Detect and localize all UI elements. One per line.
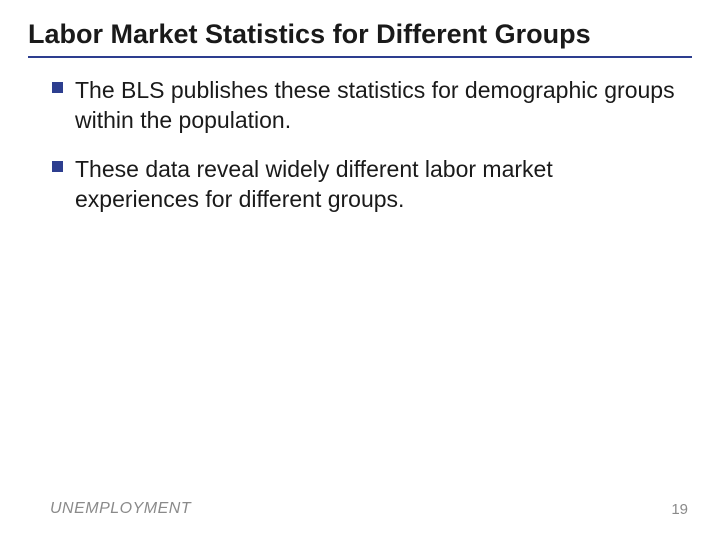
square-bullet-icon bbox=[52, 161, 63, 172]
bullet-item: These data reveal widely different labor… bbox=[52, 155, 692, 214]
bullet-item: The BLS publishes these statistics for d… bbox=[52, 76, 692, 135]
footer-topic: UNEMPLOYMENT bbox=[50, 500, 191, 518]
bullet-list: The BLS publishes these statistics for d… bbox=[28, 76, 692, 214]
title-underline bbox=[28, 56, 692, 58]
slide-container: Labor Market Statistics for Different Gr… bbox=[0, 0, 720, 540]
square-bullet-icon bbox=[52, 82, 63, 93]
bullet-text: These data reveal widely different labor… bbox=[75, 155, 675, 214]
slide-title: Labor Market Statistics for Different Gr… bbox=[28, 18, 692, 50]
page-number: 19 bbox=[671, 501, 688, 518]
slide-footer: UNEMPLOYMENT 19 bbox=[50, 500, 688, 518]
bullet-text: The BLS publishes these statistics for d… bbox=[75, 76, 675, 135]
